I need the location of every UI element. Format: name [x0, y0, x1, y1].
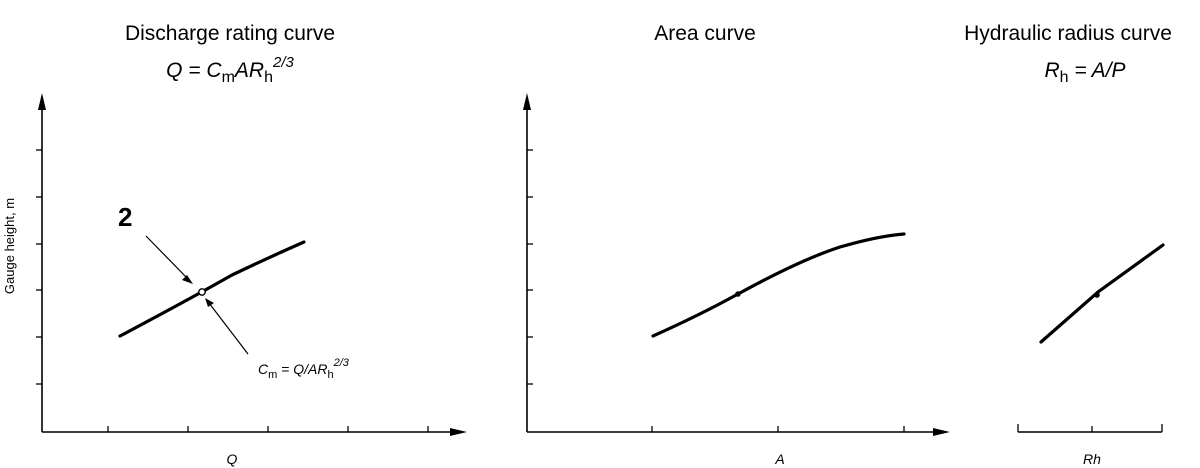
- hydraulic-title: Hydraulic radius curve: [964, 22, 1172, 45]
- hydraulic-radius-curve: [1039, 243, 1165, 344]
- area-panel: Area curve A: [523, 22, 950, 467]
- cm-arrowhead: [205, 298, 214, 307]
- hydraulic-marked-point: [1094, 292, 1100, 298]
- hydraulic-x-label: Rh: [1083, 451, 1101, 467]
- hydraulic-panel: Hydraulic radius curve Rh = A/P Rh: [964, 22, 1172, 467]
- area-curve: [651, 232, 906, 338]
- discharge-title: Discharge rating curve: [125, 22, 335, 45]
- discharge-y-arrow: [38, 93, 46, 110]
- callout-arrowhead: [182, 275, 193, 284]
- area-marked-point: [735, 291, 741, 297]
- discharge-x-label: Q: [227, 451, 238, 467]
- cm-formula: Cm = Q/ARh2/3: [258, 357, 350, 381]
- area-x-arrow: [933, 428, 950, 436]
- area-x-label: A: [774, 451, 784, 467]
- cm-leader-line: [208, 302, 249, 355]
- discharge-marked-point: [198, 288, 206, 296]
- callout-number: 2: [118, 202, 132, 232]
- callout-leader-line: [145, 235, 189, 280]
- y-axis-label: Gauge height, m: [2, 198, 17, 294]
- discharge-rating-curve: [118, 240, 306, 338]
- discharge-formula: Q = CmARh2/3: [166, 54, 294, 86]
- discharge-x-arrow: [450, 428, 467, 436]
- hydraulic-formula: Rh = A/P: [1044, 59, 1125, 86]
- area-y-arrow: [523, 93, 531, 110]
- area-title: Area curve: [654, 22, 756, 45]
- discharge-panel: Discharge rating curve Q = CmARh2/3 Gaug…: [2, 22, 467, 467]
